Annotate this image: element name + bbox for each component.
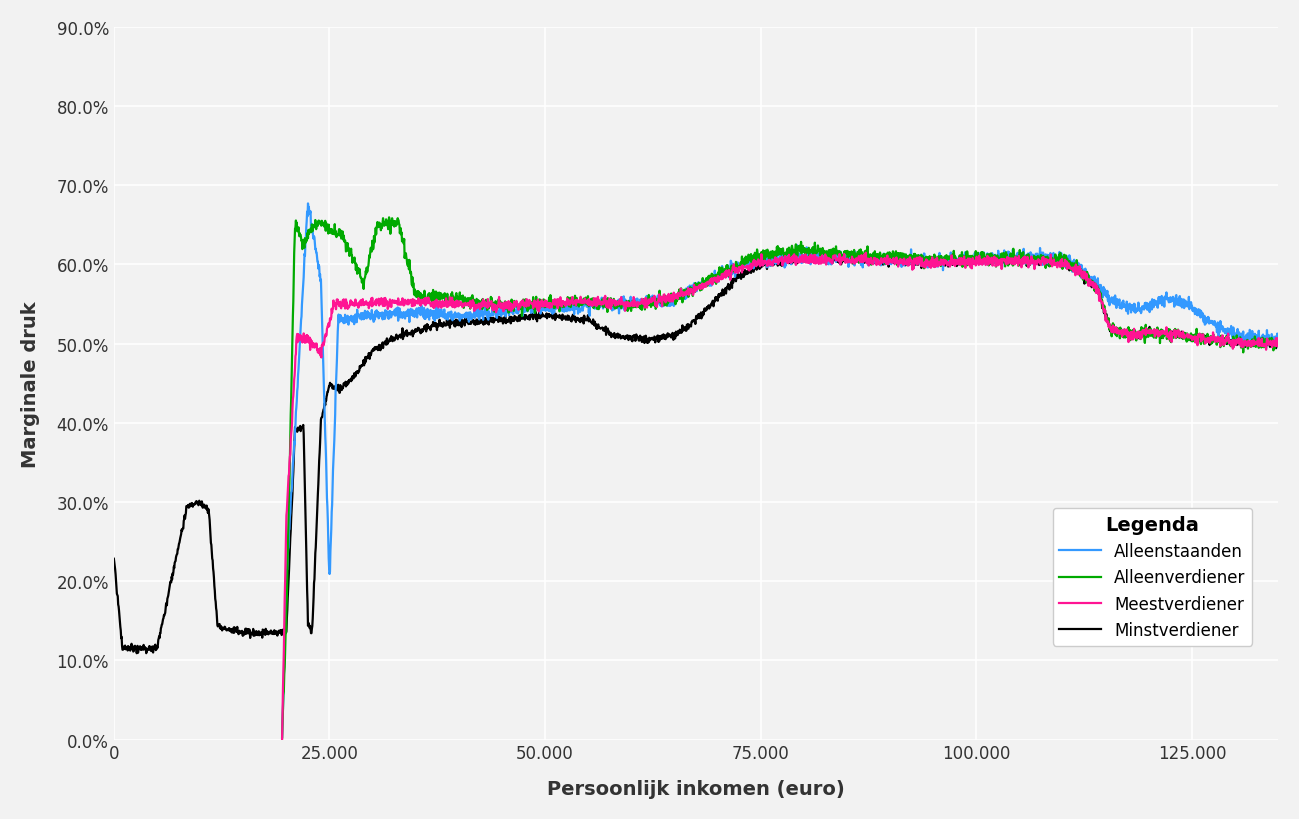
Meestverdiener	[809, 253, 825, 263]
Minstverdiener	[409, 325, 425, 335]
Alleenverdiener	[1250, 341, 1265, 351]
Minstverdiener	[718, 283, 734, 293]
Minstverdiener	[107, 554, 122, 564]
Alleenverdiener	[809, 247, 825, 256]
Minstverdiener	[821, 250, 837, 260]
Meestverdiener	[1270, 334, 1286, 344]
Line: Alleenstaanden: Alleenstaanden	[282, 204, 1278, 737]
X-axis label: Persoonlijk inkomen (euro): Persoonlijk inkomen (euro)	[547, 779, 844, 799]
Alleenstaanden	[1181, 301, 1196, 311]
Meestverdiener	[1015, 254, 1030, 264]
Meestverdiener	[1250, 338, 1265, 348]
Alleenverdiener	[274, 733, 290, 743]
Alleenverdiener	[1181, 332, 1196, 342]
Alleenstaanden	[274, 732, 290, 742]
Alleenverdiener	[382, 213, 397, 223]
Alleenverdiener	[501, 309, 517, 319]
Meestverdiener	[939, 261, 955, 271]
Alleenstaanden	[1270, 339, 1286, 349]
Minstverdiener	[171, 539, 187, 549]
Alleenstaanden	[809, 247, 825, 256]
Line: Meestverdiener: Meestverdiener	[282, 253, 1278, 740]
Alleenverdiener	[939, 254, 955, 264]
Minstverdiener	[132, 645, 148, 654]
Line: Alleenverdiener: Alleenverdiener	[282, 218, 1278, 738]
Alleenverdiener	[1270, 337, 1286, 347]
Legend: Alleenstaanden, Alleenverdiener, Meestverdiener, Minstverdiener: Alleenstaanden, Alleenverdiener, Meestve…	[1052, 509, 1252, 646]
Minstverdiener	[530, 311, 546, 321]
Minstverdiener	[891, 256, 907, 266]
Line: Minstverdiener: Minstverdiener	[114, 255, 1278, 654]
Alleenstaanden	[1015, 251, 1030, 260]
Meestverdiener	[857, 248, 873, 258]
Alleenstaanden	[939, 259, 955, 269]
Minstverdiener	[1270, 340, 1286, 350]
Meestverdiener	[274, 735, 290, 744]
Meestverdiener	[500, 304, 516, 314]
Alleenstaanden	[1250, 339, 1265, 349]
Meestverdiener	[1181, 333, 1196, 343]
Alleenstaanden	[300, 199, 316, 209]
Minstverdiener	[129, 649, 144, 658]
Alleenverdiener	[1015, 250, 1030, 260]
Alleenstaanden	[501, 307, 517, 317]
Y-axis label: Marginale druk: Marginale druk	[21, 301, 40, 467]
